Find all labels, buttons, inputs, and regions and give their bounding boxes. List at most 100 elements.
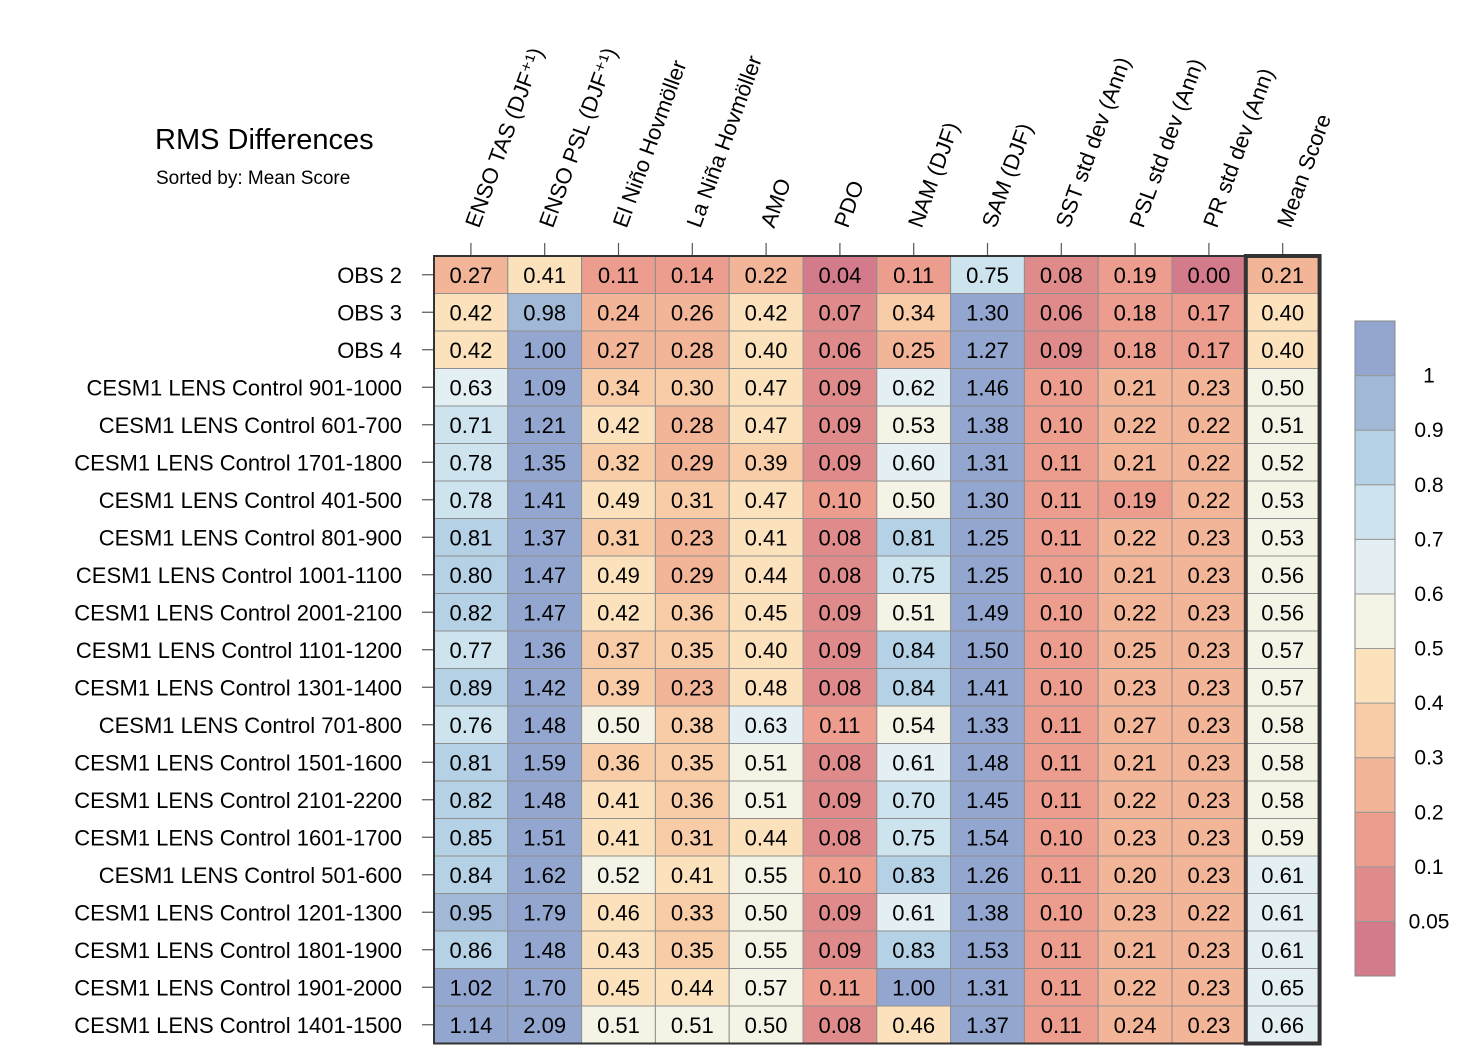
cell-value: 0.50 — [892, 488, 935, 513]
heatmap-cell — [581, 630, 656, 669]
heatmap-cell — [1097, 855, 1173, 894]
heatmap-cell — [1023, 705, 1099, 744]
row-label: CESM1 LENS Control 1901-2000 — [74, 975, 402, 1000]
cell-value: 0.84 — [449, 863, 492, 888]
cell-value: 1.36 — [523, 638, 566, 663]
cell-value: 0.47 — [745, 488, 788, 513]
cell-value: 0.35 — [671, 938, 714, 963]
cell-value: 0.27 — [449, 263, 492, 288]
colorbar-segment — [1354, 375, 1396, 431]
heatmap-cell — [1023, 405, 1099, 444]
heatmap-cell — [1171, 930, 1247, 969]
heatmap-cell — [581, 330, 656, 369]
heatmap-cell — [507, 855, 583, 894]
cell-value: 0.08 — [818, 825, 861, 850]
cell-value: 0.51 — [745, 750, 788, 775]
cell-value: 0.70 — [892, 788, 935, 813]
cell-value: 0.11 — [1041, 750, 1082, 775]
cell-value: 0.10 — [818, 488, 861, 513]
heatmap-cell — [876, 780, 952, 819]
colorbar-tick-label: 0.7 — [1414, 528, 1443, 551]
cell-value: 0.11 — [893, 263, 934, 288]
colorbar-tick-label: 0.3 — [1414, 747, 1443, 770]
cell-value: 1.53 — [966, 938, 1009, 963]
row-labels: OBS 2 OBS 3 OBS 4 CESM1 LENS Control 901-10… — [74, 263, 434, 1038]
heatmap-cell — [876, 818, 952, 857]
heatmap-cell — [1023, 893, 1099, 932]
heatmap-cell — [581, 930, 656, 969]
cell-value: 1.37 — [966, 1013, 1009, 1038]
heatmap-cell — [654, 555, 730, 594]
cell-value: 0.52 — [1261, 450, 1304, 475]
cell-value: 0.22 — [745, 263, 788, 288]
cell-value: 0.52 — [597, 863, 640, 888]
cell-value: 0.09 — [818, 900, 861, 925]
cell-value: 0.27 — [597, 338, 640, 363]
cell-value: 1.35 — [523, 450, 566, 475]
cell-value: 0.75 — [892, 825, 935, 850]
cell-value: 0.61 — [1261, 863, 1304, 888]
heatmap-cell — [950, 705, 1025, 744]
row-label: CESM1 LENS Control 701-800 — [99, 713, 402, 738]
cell-value: 0.23 — [1187, 938, 1230, 963]
heatmap-cell — [654, 630, 730, 669]
cell-value: 0.53 — [892, 413, 935, 438]
cell-value: 0.22 — [1187, 900, 1230, 925]
cell-value: 0.42 — [597, 600, 640, 625]
cell-value: 0.23 — [1187, 525, 1230, 550]
cell-value: 0.19 — [1114, 488, 1157, 513]
cell-value: 0.32 — [597, 450, 640, 475]
cell-value: 0.21 — [1114, 563, 1157, 588]
heatmap-cell — [1023, 668, 1099, 707]
cell-value: 0.34 — [597, 375, 640, 400]
heatmap-cell — [507, 705, 583, 744]
heatmap-cell — [1097, 743, 1173, 782]
cell-value: 0.23 — [1114, 900, 1157, 925]
column-label: PR std dev (Ann) — [1198, 65, 1279, 231]
heatmap-cell — [507, 330, 583, 369]
cell-value: 0.09 — [818, 938, 861, 963]
cell-value: 0.56 — [1261, 563, 1304, 588]
cell-value: 0.54 — [892, 713, 935, 738]
heatmap-cell — [433, 668, 509, 707]
heatmap-cell — [433, 518, 509, 557]
cell-value: 0.48 — [745, 675, 788, 700]
heatmap-cell — [1171, 705, 1247, 744]
cell-value: 0.61 — [892, 750, 935, 775]
heatmap-cell — [654, 480, 730, 519]
cell-value: 0.44 — [745, 825, 788, 850]
cell-value: 0.51 — [671, 1013, 714, 1038]
cell-value: 0.57 — [1261, 675, 1304, 700]
column-label: NAM (DJF) — [903, 119, 964, 231]
cell-value: 0.28 — [671, 413, 714, 438]
colorbar-segment — [1354, 320, 1396, 377]
heatmap-cell — [1097, 293, 1173, 332]
colorbar-segment — [1354, 593, 1396, 650]
heatmap-cell — [581, 555, 656, 594]
cell-value: 0.40 — [745, 638, 788, 663]
cell-value: 0.24 — [1114, 1013, 1157, 1038]
cell-value: 1.62 — [523, 863, 566, 888]
cell-value: 0.31 — [671, 488, 714, 513]
column-label: AMO — [755, 175, 796, 231]
cell-value: 0.14 — [671, 263, 714, 288]
heatmap-cell — [433, 630, 509, 669]
heatmap-cell — [802, 293, 878, 332]
cell-value: 0.11 — [1041, 713, 1082, 738]
cell-value: 0.22 — [1114, 413, 1157, 438]
heatmap-cell — [1171, 893, 1247, 932]
heatmap-cell — [507, 780, 583, 819]
cell-value: 0.41 — [745, 525, 788, 550]
heatmap-cell — [728, 743, 804, 782]
cell-value: 0.23 — [1187, 863, 1230, 888]
cell-value: 0.35 — [671, 638, 714, 663]
heatmap-cell — [728, 668, 804, 707]
row-label: CESM1 LENS Control 1201-1300 — [74, 900, 402, 925]
cell-value: 0.23 — [1187, 975, 1230, 1000]
cell-value: 1.70 — [523, 975, 566, 1000]
column-labels: ENSO TAS (DJF⁺¹)ENSO PSL (DJF⁺¹)El Niño … — [460, 44, 1336, 256]
cell-value: 0.82 — [449, 600, 492, 625]
heatmap-cell — [433, 255, 509, 294]
colorbar-segment — [1354, 866, 1396, 922]
heatmap-cell — [1023, 593, 1099, 632]
